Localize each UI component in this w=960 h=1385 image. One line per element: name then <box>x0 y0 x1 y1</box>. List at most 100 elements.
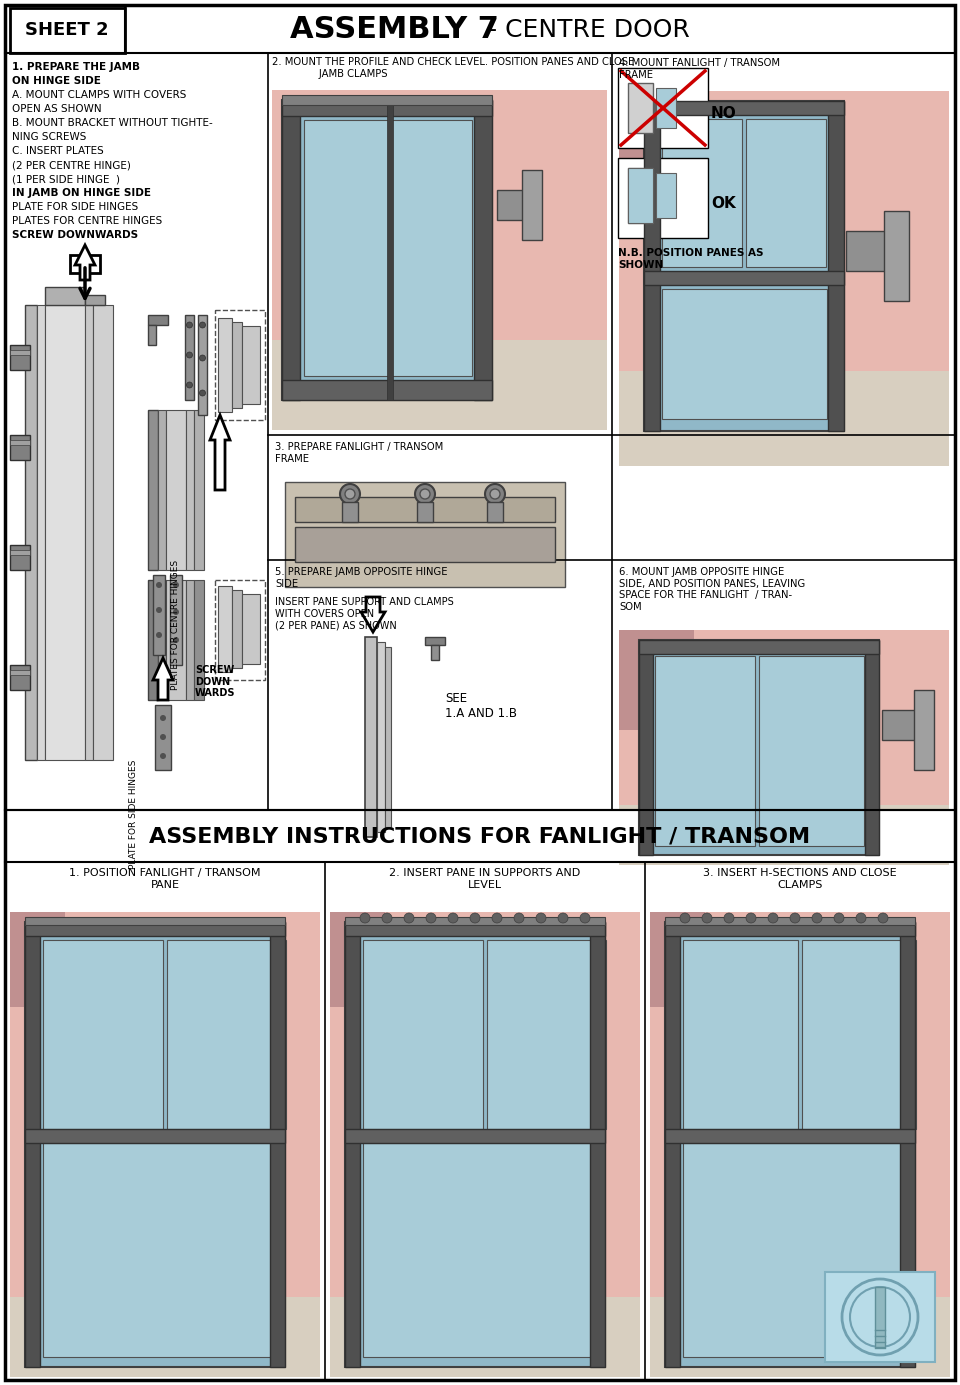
Bar <box>650 1296 950 1377</box>
Bar <box>282 379 492 400</box>
Bar <box>846 231 901 271</box>
Bar <box>365 637 377 837</box>
Bar <box>295 528 555 562</box>
Bar <box>25 922 40 1367</box>
Polygon shape <box>210 416 230 490</box>
Bar <box>45 305 85 760</box>
Text: NO: NO <box>711 105 736 120</box>
Bar <box>282 100 492 400</box>
Bar <box>194 580 204 699</box>
Text: INSERT PANE SUPPORT AND CLAMPS
WITH COVERS OPEN
(2 PER PANE) AS SHOWN: INSERT PANE SUPPORT AND CLAMPS WITH COVE… <box>275 597 454 630</box>
Circle shape <box>200 321 205 328</box>
Bar <box>285 482 565 587</box>
Bar <box>330 911 385 1007</box>
Bar <box>665 917 915 925</box>
Text: A. MOUNT CLAMPS WITH COVERS: A. MOUNT CLAMPS WITH COVERS <box>12 90 186 100</box>
Circle shape <box>340 483 360 504</box>
Circle shape <box>415 483 435 504</box>
Circle shape <box>680 913 690 922</box>
Bar <box>345 922 360 1367</box>
Bar <box>619 630 949 866</box>
Bar <box>662 119 742 267</box>
Circle shape <box>420 489 430 499</box>
Circle shape <box>160 753 166 759</box>
Bar <box>497 190 537 220</box>
Circle shape <box>173 582 179 589</box>
Circle shape <box>173 637 179 643</box>
Bar <box>759 656 864 846</box>
Bar <box>639 640 879 855</box>
Bar <box>148 410 158 571</box>
Bar <box>148 325 156 345</box>
Bar <box>10 1296 320 1377</box>
Circle shape <box>514 913 524 922</box>
Bar <box>618 158 708 238</box>
Bar <box>215 580 265 680</box>
Bar <box>166 580 186 699</box>
Text: N.B. POSITION PANES AS
SHOWN: N.B. POSITION PANES AS SHOWN <box>618 248 763 270</box>
Bar <box>487 940 606 1129</box>
Bar <box>242 594 260 663</box>
Bar <box>345 917 605 925</box>
Bar <box>628 168 653 223</box>
Circle shape <box>186 352 193 357</box>
Circle shape <box>186 321 193 328</box>
Bar <box>644 271 844 285</box>
Circle shape <box>812 913 822 922</box>
Bar <box>650 911 950 1377</box>
Bar <box>650 911 705 1007</box>
Bar <box>884 211 909 301</box>
Bar <box>185 314 194 400</box>
Bar <box>330 1296 640 1377</box>
Bar <box>882 711 932 740</box>
Bar <box>345 922 605 1367</box>
Bar <box>25 917 285 925</box>
Circle shape <box>404 913 414 922</box>
Bar <box>158 410 166 571</box>
Circle shape <box>200 355 205 361</box>
Text: PLATES FOR CENTRE HINGES: PLATES FOR CENTRE HINGES <box>12 216 162 226</box>
Bar <box>363 1143 603 1357</box>
Bar <box>218 586 232 672</box>
Circle shape <box>790 913 800 922</box>
Bar <box>186 410 194 571</box>
Bar <box>618 68 708 148</box>
Text: ON HINGE SIDE: ON HINGE SIDE <box>12 76 101 86</box>
Circle shape <box>200 391 205 396</box>
Bar <box>232 321 242 409</box>
Bar <box>37 305 45 760</box>
Bar <box>43 940 163 1129</box>
Bar <box>417 501 433 522</box>
Text: 2. MOUNT THE PROFILE AND CHECK LEVEL. POSITION PANES AND CLOSE
               JA: 2. MOUNT THE PROFILE AND CHECK LEVEL. PO… <box>272 57 635 79</box>
Circle shape <box>834 913 844 922</box>
Polygon shape <box>75 245 95 280</box>
Bar <box>10 911 65 1007</box>
Bar <box>25 305 37 760</box>
Bar <box>656 89 676 127</box>
Circle shape <box>842 1278 918 1355</box>
Text: (2 PER CENTRE HINGE): (2 PER CENTRE HINGE) <box>12 161 131 170</box>
Bar <box>619 91 699 211</box>
Circle shape <box>856 913 866 922</box>
Bar <box>5 810 955 861</box>
Circle shape <box>160 715 166 722</box>
Bar <box>25 922 285 1367</box>
Text: PLATES FOR CENTRE HINGES: PLATES FOR CENTRE HINGES <box>171 560 180 690</box>
Circle shape <box>345 489 355 499</box>
Bar <box>272 90 607 429</box>
Text: 4. MOUNT FANLIGHT / TRANSOM
FRAME: 4. MOUNT FANLIGHT / TRANSOM FRAME <box>619 58 780 79</box>
Bar <box>655 656 755 846</box>
Bar <box>330 911 640 1377</box>
Circle shape <box>173 609 179 615</box>
Bar <box>665 922 915 1367</box>
Bar <box>914 690 934 770</box>
Bar <box>155 705 171 770</box>
Bar <box>85 305 93 760</box>
Bar <box>10 550 30 555</box>
Text: SCREW DOWNWARDS: SCREW DOWNWARDS <box>12 230 138 240</box>
Bar <box>198 314 207 415</box>
Circle shape <box>580 913 590 922</box>
Bar <box>282 100 300 400</box>
Circle shape <box>426 913 436 922</box>
Bar <box>70 255 100 273</box>
